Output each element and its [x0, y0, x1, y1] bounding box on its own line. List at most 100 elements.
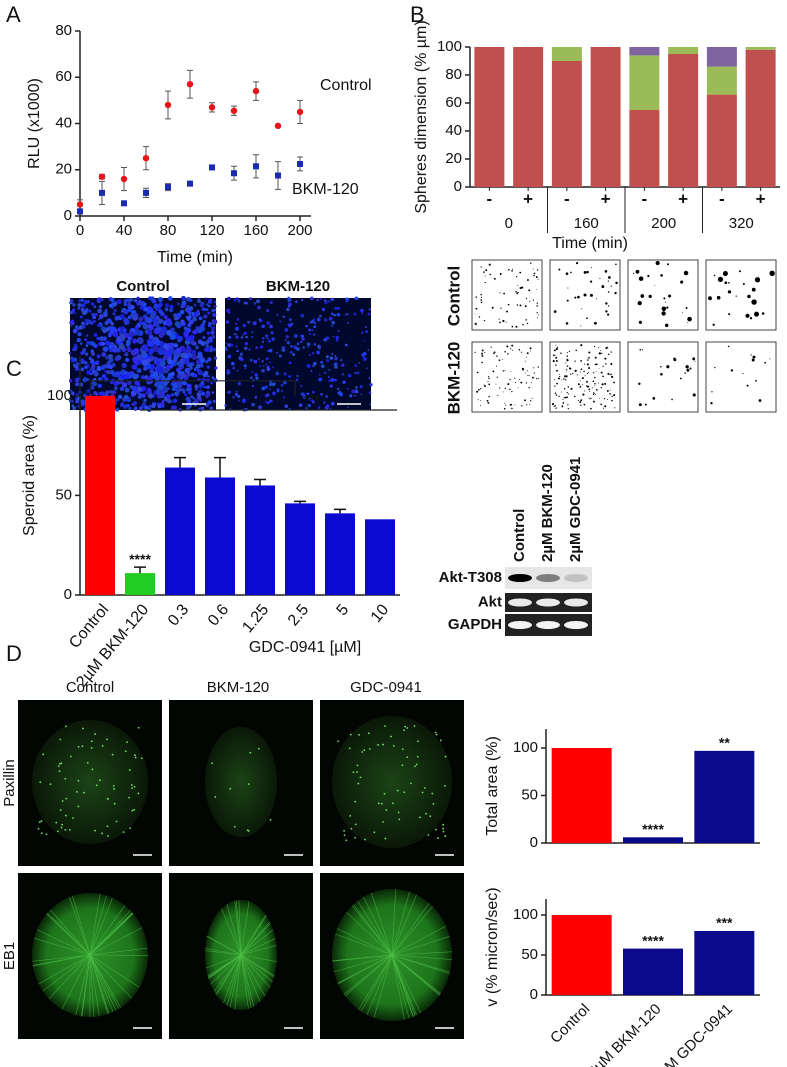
- focal-adhesion: [442, 827, 444, 830]
- sphere: [575, 349, 577, 351]
- sphere: [509, 388, 511, 391]
- focal-adhesion: [65, 814, 67, 817]
- nucleus: [81, 401, 85, 406]
- nucleus: [310, 370, 313, 372]
- focal-adhesion: [425, 812, 428, 815]
- sphere: [480, 399, 482, 401]
- nucleus: [132, 338, 138, 344]
- image-label: Control: [116, 278, 169, 295]
- sphere: [592, 380, 595, 383]
- focal-adhesion: [37, 827, 40, 830]
- sphere: [558, 268, 561, 271]
- nucleus: [198, 383, 203, 387]
- sphere: [566, 355, 568, 357]
- sphere: [684, 372, 686, 374]
- nucleus: [207, 357, 212, 362]
- nucleus: [181, 304, 185, 309]
- y-tick-label: 20: [445, 150, 462, 167]
- microtubule: [371, 892, 393, 956]
- nucleus: [186, 308, 191, 313]
- sphere: [553, 310, 557, 313]
- nucleus: [210, 381, 214, 385]
- nucleus: [240, 357, 244, 362]
- sphere: [724, 281, 728, 285]
- nucleus: [173, 343, 179, 348]
- nucleus: [157, 296, 164, 303]
- focal-adhesion: [432, 802, 435, 805]
- sphere: [555, 344, 557, 346]
- nucleus: [110, 322, 115, 326]
- sphere: [528, 289, 530, 291]
- sphere: [511, 407, 513, 410]
- nucleus: [156, 388, 162, 395]
- sphere: [738, 270, 741, 273]
- sphere: [655, 260, 660, 266]
- nucleus: [230, 343, 234, 347]
- sphere: [602, 375, 604, 378]
- nucleus: [264, 400, 267, 403]
- nucleus: [75, 382, 79, 387]
- nucleus: [68, 391, 72, 395]
- sphere: [597, 390, 599, 391]
- nucleus: [199, 363, 204, 368]
- nucleus: [111, 362, 116, 368]
- nucleus: [203, 370, 209, 376]
- sphere: [575, 262, 579, 265]
- marker: [297, 160, 303, 167]
- sphere: [525, 319, 528, 321]
- sphere-image: [705, 341, 777, 413]
- nucleus: [110, 297, 115, 303]
- y-axis-label: Speroid area (%): [21, 415, 38, 536]
- sphere: [566, 358, 568, 360]
- nucleus: [281, 389, 284, 392]
- x-tick-label: 0.3: [165, 601, 192, 629]
- nucleus: [235, 322, 238, 326]
- nucleus: [318, 314, 322, 318]
- nucleus: [123, 319, 130, 326]
- nucleus: [174, 391, 179, 396]
- sphere: [515, 325, 518, 328]
- sphere: [601, 383, 604, 386]
- focal-adhesion: [77, 805, 80, 808]
- nucleus: [214, 301, 217, 304]
- nucleus: [162, 367, 169, 374]
- nucleus: [187, 390, 192, 395]
- nucleus: [100, 391, 105, 396]
- sphere: [615, 281, 618, 285]
- nucleus: [75, 365, 79, 368]
- sphere: [586, 380, 588, 383]
- nucleus: [213, 308, 217, 312]
- sphere: [588, 366, 591, 369]
- sphere: [692, 357, 696, 361]
- microtubule: [72, 895, 91, 956]
- nucleus: [316, 350, 321, 355]
- nucleus: [161, 399, 165, 403]
- sphere: [487, 401, 490, 404]
- nucleus: [203, 385, 207, 389]
- nucleus: [137, 387, 142, 392]
- sphere: [602, 365, 604, 367]
- nucleus: [125, 339, 131, 345]
- nucleus: [266, 337, 269, 340]
- nucleus: [96, 360, 100, 364]
- nucleus: [328, 300, 331, 303]
- nucleus: [155, 323, 160, 328]
- nucleus: [143, 398, 147, 403]
- nucleus: [205, 347, 210, 352]
- nucleus: [345, 299, 348, 303]
- nucleus: [349, 394, 353, 398]
- nucleus: [206, 331, 210, 335]
- sphere: [503, 402, 505, 404]
- nucleus: [267, 339, 271, 343]
- nucleus: [195, 345, 200, 350]
- nucleus: [328, 379, 331, 382]
- nucleus: [90, 302, 95, 306]
- focal-adhesion: [406, 727, 409, 729]
- bar: [245, 485, 275, 595]
- nucleus: [133, 298, 138, 303]
- y-tick-label: 0: [530, 834, 538, 851]
- nucleus: [306, 363, 311, 368]
- nucleus: [140, 375, 145, 380]
- sphere: [592, 372, 595, 374]
- focal-adhesion: [382, 821, 384, 823]
